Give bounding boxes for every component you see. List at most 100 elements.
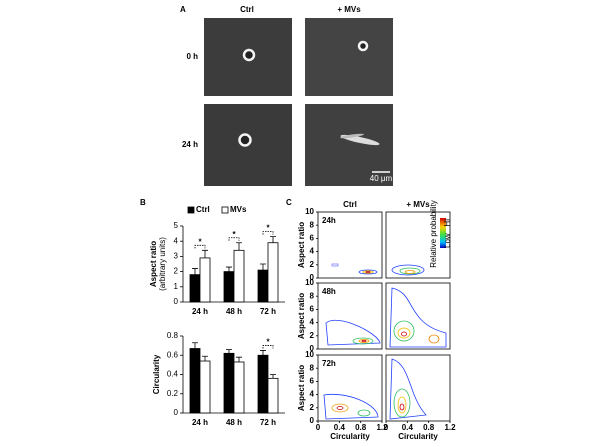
x-tick-label: 0.4 <box>334 423 346 432</box>
error-bar <box>236 242 242 251</box>
y-tick-label: 0 <box>310 273 315 282</box>
x-tick-label: 1.2 <box>444 423 456 432</box>
significance-mark: * <box>232 230 236 239</box>
y-tick-label: 3 <box>174 252 179 261</box>
bar <box>189 348 201 414</box>
significance-bracket <box>194 244 206 249</box>
cell <box>357 40 369 52</box>
y-tick-label: 4 <box>174 236 179 245</box>
x-tick-label: 72 h <box>260 307 276 316</box>
x-tick-label: 1.2 <box>376 423 388 432</box>
error-bar <box>202 249 208 258</box>
y-tick-label: 8 <box>310 291 315 300</box>
y-label: Circularity <box>152 354 161 394</box>
x-tick-label: 0.8 <box>423 423 435 432</box>
y-tick-label: 6 <box>310 377 315 386</box>
x-tick-label: 0.8 <box>355 423 367 432</box>
error-bar <box>226 266 232 272</box>
bar <box>257 269 269 303</box>
y-tick-label: 0 <box>174 408 179 417</box>
legend-swatch <box>187 206 195 214</box>
plot-frame <box>385 282 451 350</box>
y-tick-label: 5 <box>174 221 179 230</box>
column-header: Ctrl <box>343 200 357 209</box>
y-tick-label: 0.2 <box>167 389 179 398</box>
cell <box>340 133 364 139</box>
y-tick-label: 0.6 <box>167 350 179 359</box>
panel-label: B <box>140 198 146 207</box>
y-tick-label: 4 <box>310 247 315 256</box>
y-tick-label: 0.4 <box>167 370 179 379</box>
plot-frame <box>317 211 383 279</box>
significance-bracket <box>228 237 240 241</box>
legend-label: MVs <box>230 205 247 214</box>
error-bar <box>270 236 276 243</box>
cell <box>238 133 252 147</box>
x-label: Circularity <box>398 432 438 441</box>
row-label: 24 h <box>182 140 198 149</box>
x-label: Circularity <box>330 432 370 441</box>
error-bar <box>192 268 198 275</box>
image <box>305 18 393 96</box>
plot-frame <box>317 282 383 350</box>
significance-mark: * <box>198 237 202 246</box>
x-tick-label: 48 h <box>226 307 242 316</box>
contours <box>323 218 447 420</box>
bar <box>223 352 235 414</box>
y-tick-label: 8 <box>310 220 315 229</box>
bar <box>199 257 211 303</box>
error-bar <box>236 356 242 362</box>
legend-swatch <box>221 206 229 214</box>
bar <box>233 249 245 303</box>
row-label: 48h <box>322 287 336 296</box>
cell <box>242 48 256 62</box>
significance-bracket <box>262 231 274 235</box>
column-header: + MVs <box>337 5 361 14</box>
error-bar <box>192 342 198 349</box>
y-label: Aspect ratio <box>297 293 306 339</box>
micrographs <box>204 18 393 186</box>
y-tick-label: 0.8 <box>167 331 179 340</box>
panel-label: C <box>286 198 292 207</box>
y-tick-label: 10 <box>305 278 314 287</box>
y-tick-label: 8 <box>310 363 315 372</box>
bar <box>199 360 211 414</box>
x-tick-label: 0 <box>384 423 389 432</box>
y-tick-label: 10 <box>305 207 314 216</box>
error-bar <box>260 350 266 356</box>
y-label: Aspect ratio <box>149 241 158 287</box>
bar <box>267 242 279 303</box>
y-label-sub: (arbitrary units) <box>158 237 167 291</box>
y-tick-label: 6 <box>310 305 315 314</box>
y-tick-label: 0 <box>310 416 315 425</box>
significance-mark: * <box>266 224 270 233</box>
y-tick-label: 2 <box>310 403 315 412</box>
bar <box>257 354 269 414</box>
y-tick-label: 0 <box>174 297 179 306</box>
x-tick-label: 48 h <box>226 418 242 427</box>
y-tick-label: 2 <box>174 267 179 276</box>
significance-mark: * <box>266 338 270 347</box>
plot-frame <box>385 211 451 279</box>
bar <box>233 361 245 414</box>
plot-frame <box>385 354 451 422</box>
y-tick-label: 1 <box>174 282 179 291</box>
scale-label: 40 μm <box>370 174 393 183</box>
bar <box>189 274 201 303</box>
error-bar <box>270 374 276 379</box>
x-tick-label: 72 h <box>260 418 276 427</box>
colorbar-high: Hi <box>443 219 452 227</box>
y-label: Aspect ratio <box>297 365 306 411</box>
colorbar-low: Low <box>443 233 452 248</box>
y-tick-label: 6 <box>310 234 315 243</box>
bar <box>267 377 279 414</box>
plot-frame <box>317 354 383 422</box>
significance-bracket <box>262 345 274 349</box>
row-label: 24h <box>322 216 336 225</box>
y-tick-label: 0 <box>310 344 315 353</box>
bar <box>223 271 235 303</box>
y-tick-label: 4 <box>310 390 315 399</box>
column-header: + MVs <box>406 200 430 209</box>
